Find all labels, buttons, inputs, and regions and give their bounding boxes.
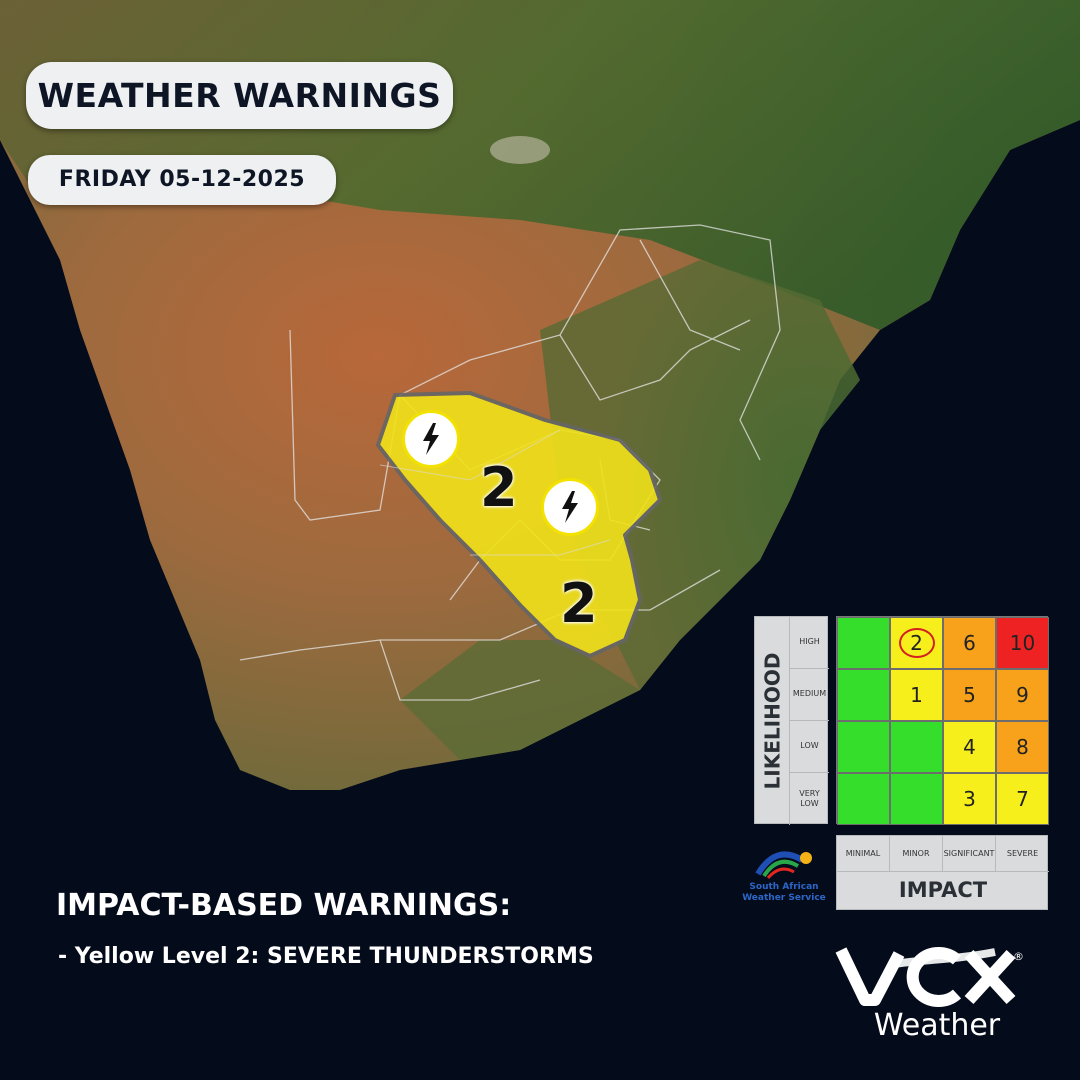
impact-likelihood-matrix: LIKELIHOOD HIGH MEDIUM LOW VERY LOW 2 6 … xyxy=(754,616,1049,910)
matrix-cell: 7 xyxy=(996,773,1049,825)
likelihood-axis-label: LIKELIHOOD xyxy=(760,652,784,790)
matrix-cell xyxy=(890,721,943,773)
impact-level: MINOR xyxy=(890,836,943,872)
impact-level: SEVERE xyxy=(996,836,1049,872)
thunderstorm-icon xyxy=(402,410,460,468)
matrix-cell xyxy=(837,617,890,669)
vox-logo-icon: ® xyxy=(835,947,1024,1007)
risk-grid: 2 6 10 1 5 9 4 8 3 7 xyxy=(836,616,1049,825)
matrix-cell: 1 xyxy=(890,669,943,721)
warnings-heading: IMPACT-BASED WARNINGS: xyxy=(56,888,512,923)
matrix-cell xyxy=(837,669,890,721)
likelihood-level: LOW xyxy=(789,721,829,773)
matrix-cell-highlighted: 2 xyxy=(890,617,943,669)
impact-level: SIGNIFICANT xyxy=(943,836,996,872)
likelihood-level: MEDIUM xyxy=(789,669,829,721)
warning-item: - Yellow Level 2: SEVERE THUNDERSTORMS xyxy=(58,944,594,969)
saws-name: South African Weather Service xyxy=(742,882,826,903)
likelihood-level: HIGH xyxy=(789,617,829,669)
impact-axis-label: IMPACT xyxy=(898,878,988,902)
warning-level-label: 2 xyxy=(560,572,598,635)
matrix-cell: 4 xyxy=(943,721,996,773)
matrix-cell xyxy=(890,773,943,825)
thunderstorm-icon xyxy=(541,478,599,536)
matrix-cell: 3 xyxy=(943,773,996,825)
matrix-cell: 8 xyxy=(996,721,1049,773)
matrix-cell: 6 xyxy=(943,617,996,669)
matrix-cell: 5 xyxy=(943,669,996,721)
impact-axis: MINIMAL MINOR SIGNIFICANT SEVERE IMPACT xyxy=(836,835,1049,910)
matrix-cell xyxy=(837,773,890,825)
matrix-cell-value: 2 xyxy=(910,631,923,655)
matrix-cell xyxy=(837,721,890,773)
date-badge: FRIDAY 05-12-2025 xyxy=(28,155,336,205)
impact-level: MINIMAL xyxy=(837,836,890,872)
likelihood-level: VERY LOW xyxy=(789,773,829,825)
saws-logo-icon xyxy=(755,851,812,880)
registered-mark: ® xyxy=(1013,950,1024,963)
warning-level-label: 2 xyxy=(480,456,518,519)
highlight-circle: 2 xyxy=(898,628,935,658)
matrix-cell: 10 xyxy=(996,617,1049,669)
likelihood-axis: LIKELIHOOD HIGH MEDIUM LOW VERY LOW xyxy=(754,616,829,825)
page-title: WEATHER WARNINGS xyxy=(26,62,453,129)
brand-subtitle: Weather xyxy=(873,1008,1001,1043)
matrix-cell: 9 xyxy=(996,669,1049,721)
